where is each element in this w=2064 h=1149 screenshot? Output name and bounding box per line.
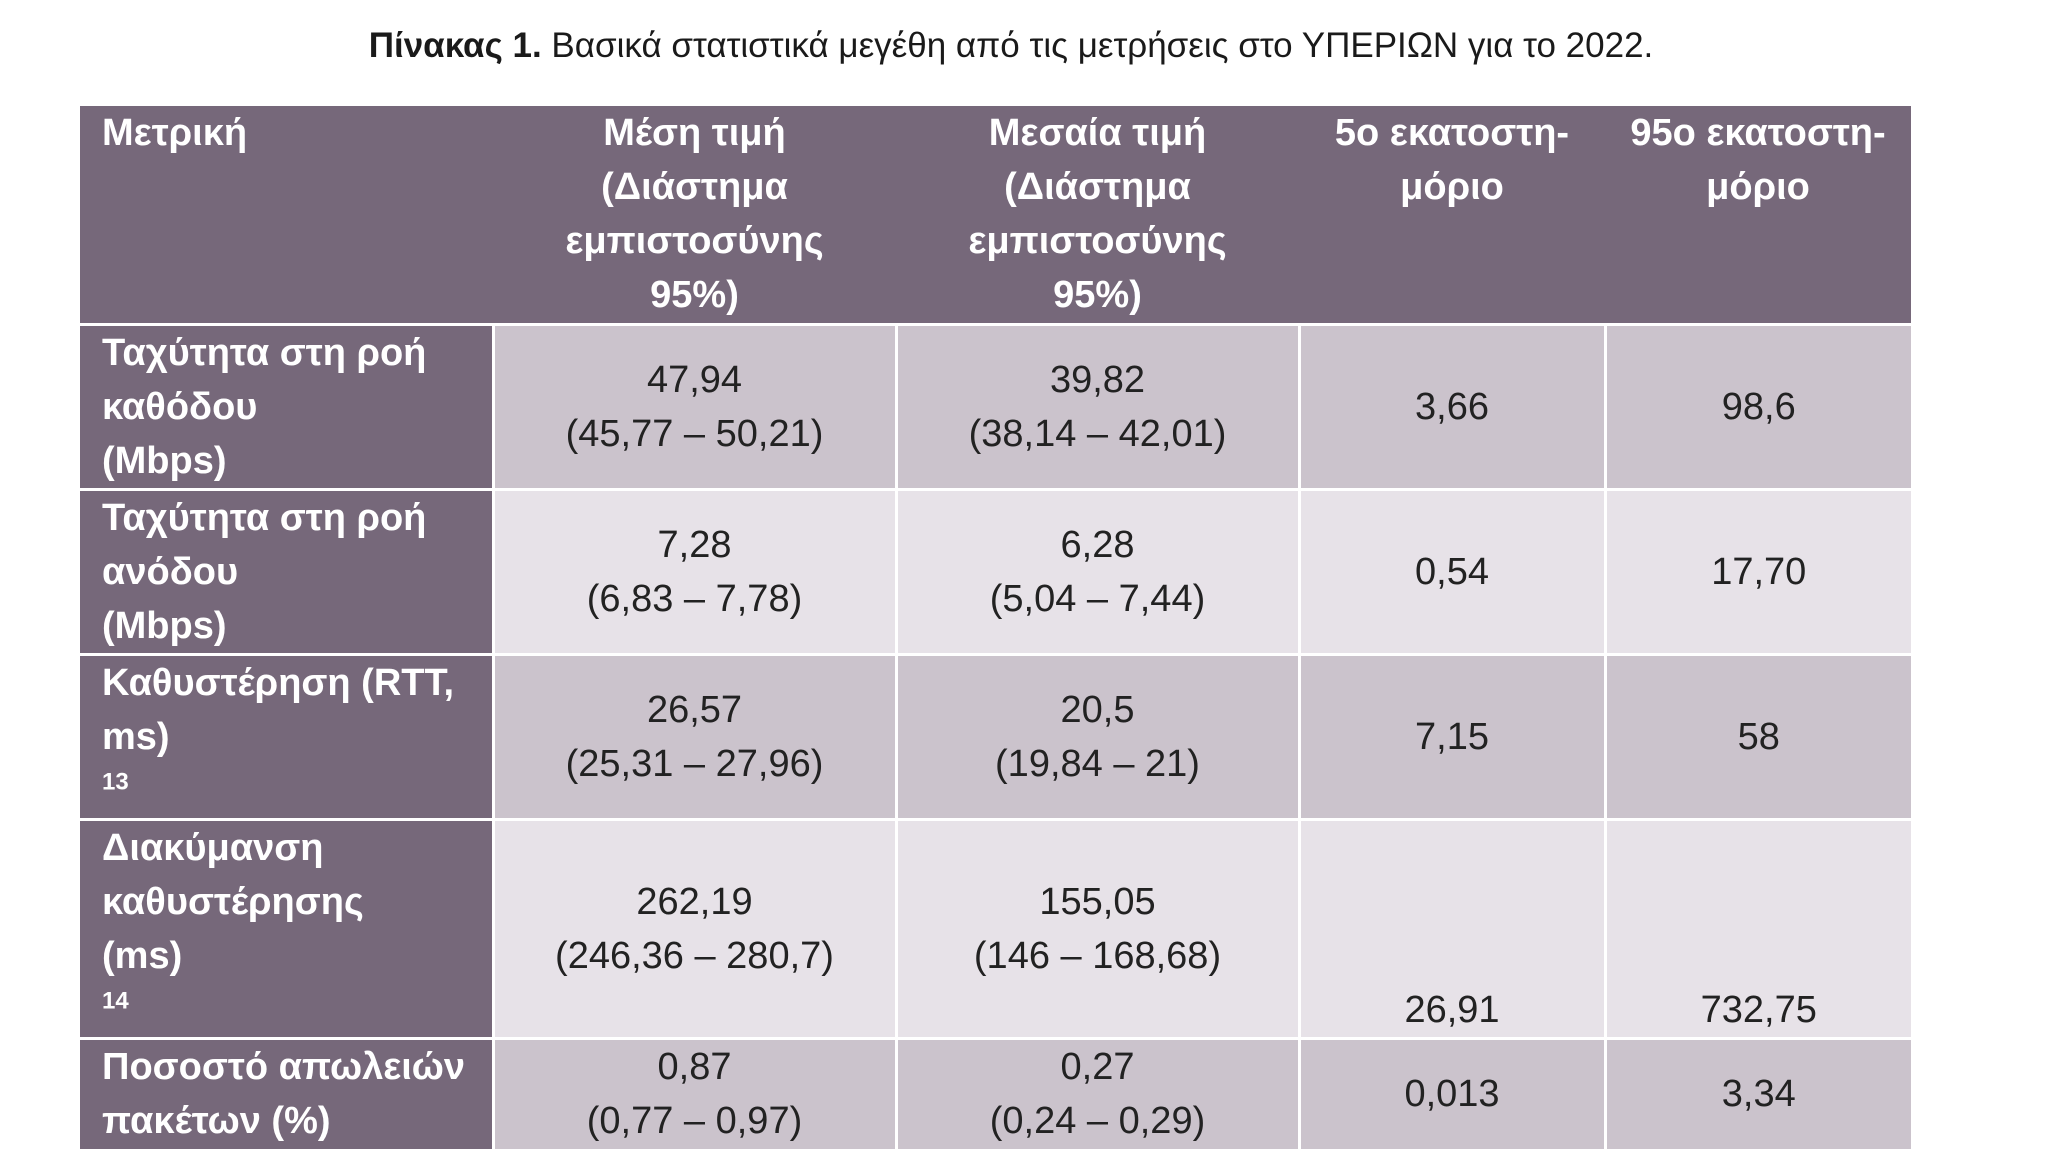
row-metric: Ποσοστό απωλειών πακέτων (%) [80, 1036, 495, 1149]
header-mean: Μέση τιμή (Διάστημα εμπιστοσύνης 95%) [493, 106, 896, 324]
cell-p5: 3,66 [1297, 322, 1605, 489]
cell-median: 39,82 (38,14 – 42,01) [894, 322, 1299, 489]
header-median: Μεσαία τιμή (Διάστημα εμπιστοσύνης 95%) [896, 106, 1299, 324]
table-row: Διακύμανση καθυστέρησης (ms) 14 262,19 (2… [80, 817, 1911, 1038]
cell-mean: 0,87 (0,77 – 0,97) [491, 1036, 896, 1149]
table-row: Ποσοστό απωλειών πακέτων (%) 0,87 (0,77 … [80, 1036, 1911, 1149]
caption-text: Βασικά στατιστικά μεγέθη από τις μετρήσε… [541, 26, 1654, 65]
row-metric: Ταχύτητα στη ροή ανόδου (Mbps) [80, 487, 495, 654]
header-p5: 5ο εκατοστη- μόριο [1299, 106, 1605, 324]
cell-p95: 732,75 [1603, 817, 1911, 1038]
table-row: Ταχύτητα στη ροή ανόδου (Mbps) 7,28 (6,8… [80, 487, 1911, 654]
row-metric: Καθυστέρηση (RTT, ms) 13 [80, 652, 495, 819]
cell-p95: 3,34 [1603, 1036, 1911, 1149]
footnote-ref[interactable]: 13 [102, 767, 129, 795]
table-row: Καθυστέρηση (RTT, ms) 13 26,57 (25,31 – 2… [80, 652, 1911, 819]
cell-median: 20,5 (19,84 – 21) [894, 652, 1299, 819]
cell-p5: 0,013 [1297, 1036, 1605, 1149]
table-caption: Πίνακας 1. Βασικά στατιστικά μεγέθη από … [0, 26, 2022, 66]
cell-median: 6,28 (5,04 – 7,44) [894, 487, 1299, 654]
footnote-ref[interactable]: 14 [102, 986, 129, 1014]
cell-p95: 17,70 [1603, 487, 1911, 654]
cell-mean: 47,94 (45,77 – 50,21) [491, 322, 896, 489]
cell-median: 0,27 (0,24 – 0,29) [894, 1036, 1299, 1149]
row-metric: Διακύμανση καθυστέρησης (ms) 14 [80, 817, 495, 1038]
cell-mean: 262,19 (246,36 – 280,7) [491, 817, 896, 1038]
cell-p5: 26,91 [1297, 817, 1605, 1038]
header-row: Μετρική Μέση τιμή (Διάστημα εμπιστοσύνης… [80, 106, 1911, 324]
row-metric: Ταχύτητα στη ροή καθόδου (Mbps) [80, 322, 495, 489]
header-p95: 95ο εκατοστη- μόριο [1605, 106, 1911, 324]
statistics-table: Μετρική Μέση τιμή (Διάστημα εμπιστοσύνης… [80, 106, 1911, 1149]
cell-median: 155,05 (146 – 168,68) [894, 817, 1299, 1038]
cell-p95: 58 [1603, 652, 1911, 819]
cell-mean: 7,28 (6,83 – 7,78) [491, 487, 896, 654]
header-metric: Μετρική [80, 106, 493, 324]
cell-p95: 98,6 [1603, 322, 1911, 489]
cell-p5: 7,15 [1297, 652, 1605, 819]
cell-mean: 26,57 (25,31 – 27,96) [491, 652, 896, 819]
table-row: Ταχύτητα στη ροή καθόδου (Mbps) 47,94 (4… [80, 322, 1911, 489]
caption-label: Πίνακας 1. [368, 26, 542, 65]
cell-p5: 0,54 [1297, 487, 1605, 654]
